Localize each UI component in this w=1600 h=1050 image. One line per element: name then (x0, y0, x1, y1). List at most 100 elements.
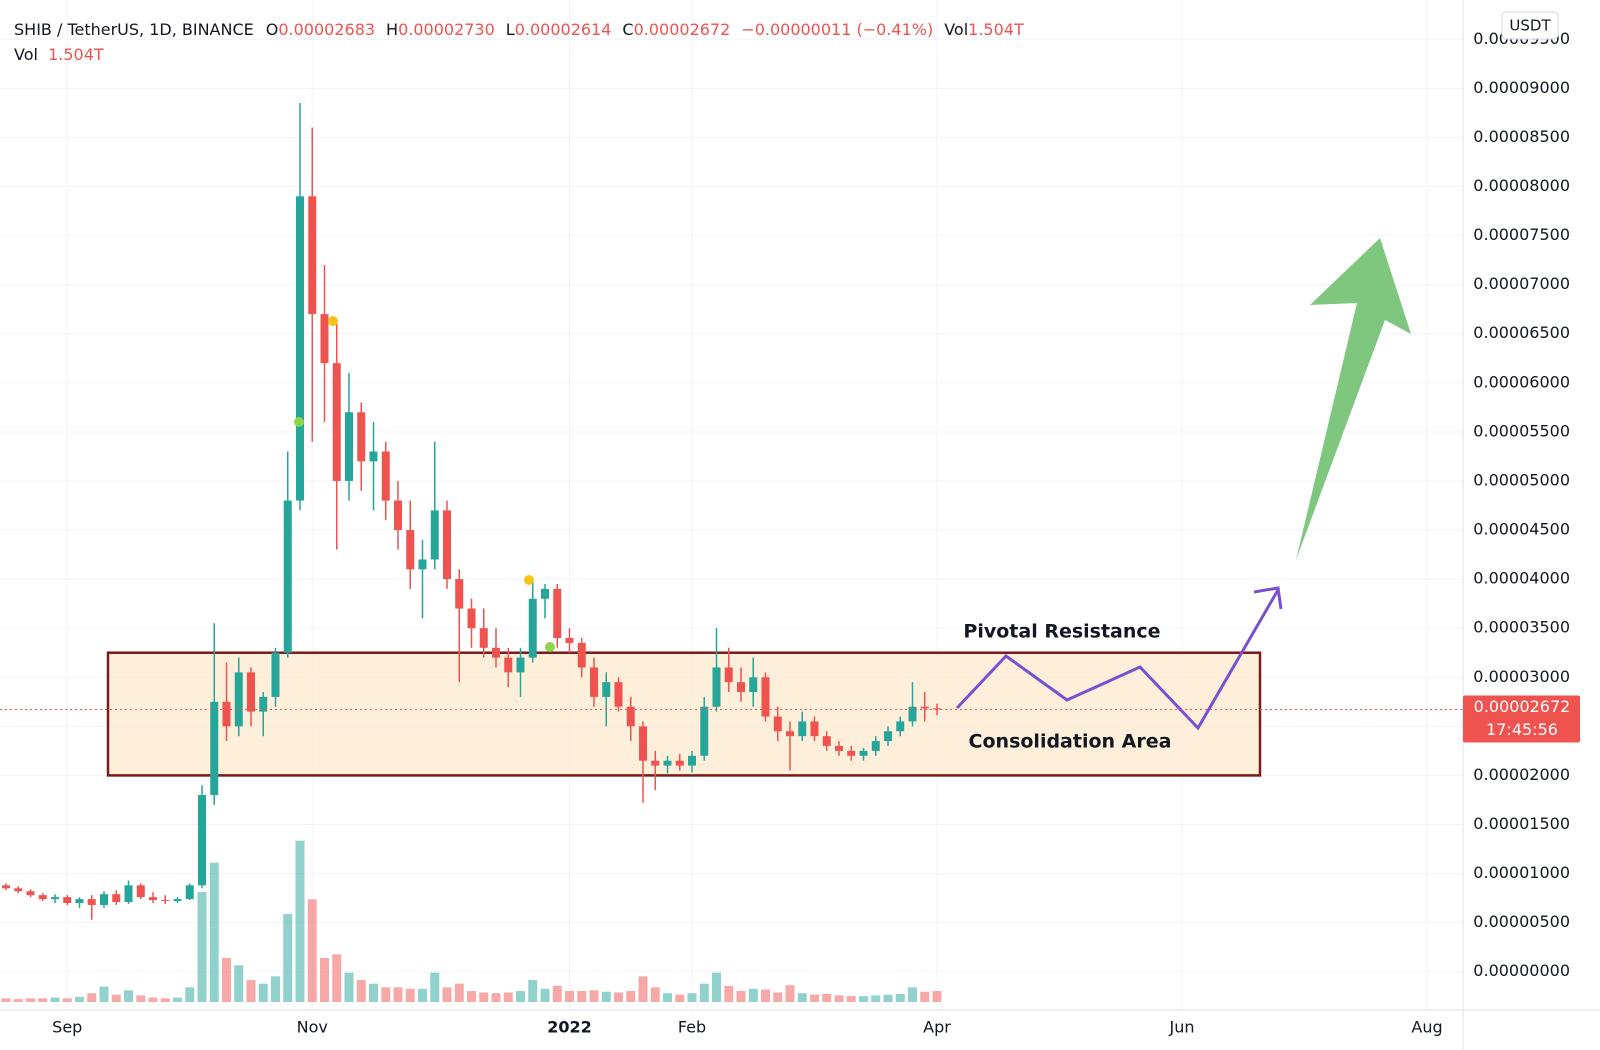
candle-body (810, 721, 819, 737)
volume-bar (185, 987, 195, 1002)
volume-bar (859, 996, 868, 1002)
volume-bar (846, 996, 856, 1002)
candle-body (688, 755, 696, 766)
candle-body (369, 451, 378, 462)
signal-dot (328, 316, 338, 326)
last-price-tag (1463, 695, 1580, 743)
field-label: C (622, 20, 634, 39)
candle-body (675, 760, 684, 766)
volume-bar (1, 998, 11, 1002)
volume-bar (442, 987, 452, 1002)
volume-bar (381, 987, 391, 1002)
volume-bar (271, 976, 280, 1002)
volume-bar (540, 988, 550, 1002)
projection-path (955, 589, 1280, 731)
volume-bar (822, 993, 832, 1002)
volume-bar (111, 994, 121, 1002)
volume-bar (920, 991, 930, 1002)
volume-bar (748, 988, 758, 1002)
x-tick-label: Nov (297, 1018, 328, 1037)
resistance-label: Pivotal Resistance (963, 621, 1160, 643)
volume-bar (356, 980, 366, 1002)
volume-bar (38, 998, 48, 1002)
y-tick-label: 0.00005000 (1473, 470, 1570, 489)
candle-body (455, 579, 464, 609)
candle-body (259, 696, 268, 712)
volume-row: Vol 1.504T (14, 42, 1035, 67)
field-value: 0.00002730 (398, 20, 495, 39)
volume-bar (699, 983, 709, 1002)
y-tick-label: 0.00008000 (1473, 176, 1570, 195)
candle-body (381, 451, 390, 501)
candle-body (896, 721, 905, 732)
volume-bar (614, 992, 623, 1002)
volume-bar (26, 998, 35, 1002)
candle-body (185, 885, 194, 900)
volume-bar (834, 995, 844, 1002)
volume-bar (908, 987, 917, 1002)
y-tick-label: 0.00000500 (1473, 912, 1570, 931)
candle-body (38, 895, 47, 900)
volume-pane (1, 840, 942, 1002)
candle-body (798, 721, 807, 737)
candle-body (2, 885, 10, 889)
volume-bar (503, 992, 513, 1002)
candle-body (859, 750, 868, 756)
candle-body (234, 672, 243, 727)
candle-body (847, 750, 856, 756)
volume-bar (663, 993, 672, 1002)
volume-bar (320, 958, 329, 1002)
field-label: Vol (944, 20, 969, 39)
volume-bar (430, 972, 440, 1002)
volume-bar (160, 998, 170, 1002)
volume-bar (932, 990, 942, 1002)
volume-bar (650, 987, 660, 1002)
volume-bar (552, 985, 562, 1002)
volume-bar (258, 983, 268, 1002)
volume-bar (197, 892, 207, 1002)
volume-bar (516, 991, 525, 1002)
volume-bar (638, 976, 648, 1002)
volume-bar (418, 988, 427, 1002)
field-value: 0.00002614 (514, 20, 612, 39)
candle-body (283, 500, 292, 653)
volume-bar (601, 991, 611, 1002)
volume-bar (234, 965, 244, 1002)
volume-bar (712, 972, 721, 1002)
candle-body (577, 642, 586, 668)
candle-body (737, 682, 745, 692)
y-tick-label: 0.00006500 (1473, 323, 1570, 342)
volume-bar (883, 994, 893, 1002)
candle-body (100, 894, 108, 905)
candle-body (63, 897, 72, 904)
candle-body (700, 706, 709, 756)
volume-bar (626, 991, 636, 1002)
candle-body (492, 647, 500, 658)
volume-bar (209, 862, 219, 1002)
volume-bar (454, 983, 464, 1002)
field-value: 0.00002672 (633, 20, 731, 39)
candle-body (345, 412, 353, 481)
candle-body (614, 682, 623, 707)
x-tick-label: Jun (1169, 1018, 1195, 1037)
candle-body (149, 897, 157, 901)
volume-bar (136, 995, 146, 1002)
candle-body (626, 706, 635, 727)
y-tick-label: 0.00003500 (1473, 618, 1570, 637)
candle-body (247, 672, 255, 712)
candle-body (124, 885, 133, 903)
volume-bar (736, 991, 746, 1002)
volume-bar (528, 980, 538, 1002)
candle-body (920, 706, 929, 709)
candle-body (516, 657, 525, 673)
volume-bar (75, 996, 84, 1002)
volume-bar (687, 993, 697, 1002)
candles (2, 103, 941, 920)
last-price: 0.00002672 (1474, 697, 1571, 716)
grid (0, 0, 1463, 1010)
volume-bar (246, 980, 256, 1002)
legend-header: SHIB / TetherUS, 1D, BINANCE O0.00002683 H… (14, 17, 1035, 67)
field-value: 0.00002683 (278, 20, 376, 39)
